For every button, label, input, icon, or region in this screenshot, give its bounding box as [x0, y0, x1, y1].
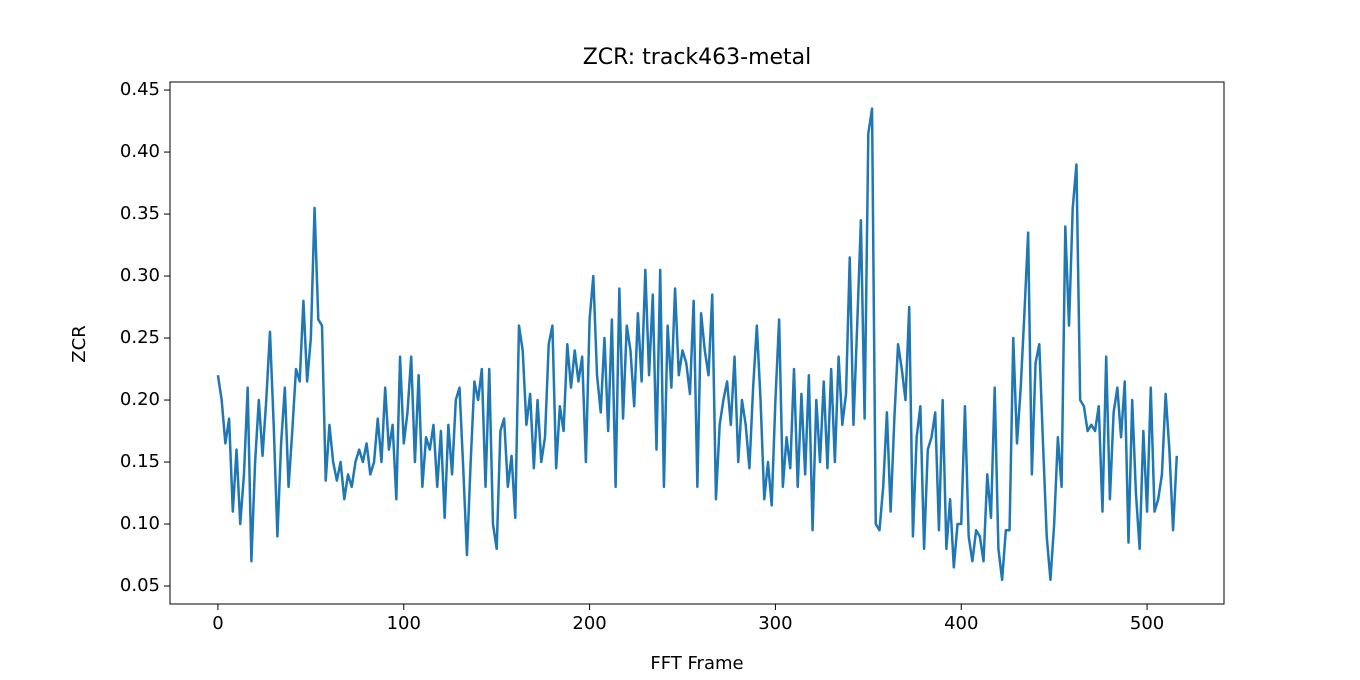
x-axis-label: FFT Frame [650, 653, 743, 674]
chart-title: ZCR: track463-metal [583, 45, 812, 70]
y-tick-label: 0.40 [120, 141, 160, 162]
y-tick-label: 0.05 [120, 575, 160, 596]
y-tick-label: 0.30 [120, 265, 160, 286]
y-tick-label: 0.45 [120, 79, 160, 100]
x-tick-label: 400 [944, 613, 978, 634]
x-tick-label: 0 [212, 613, 223, 634]
y-axis-label: ZCR [69, 325, 90, 362]
x-tick-label: 100 [387, 613, 421, 634]
y-tick-label: 0.10 [120, 513, 160, 534]
y-tick-label: 0.35 [120, 203, 160, 224]
data-line [216, 107, 1179, 582]
x-tick-label: 200 [572, 613, 606, 634]
x-tick-label: 300 [758, 613, 792, 634]
y-tick-label: 0.25 [120, 327, 160, 348]
y-tick-label: 0.20 [120, 389, 160, 410]
plot-frame [169, 81, 1225, 605]
x-tick-label: 500 [1130, 613, 1164, 634]
y-tick-label: 0.15 [120, 451, 160, 472]
